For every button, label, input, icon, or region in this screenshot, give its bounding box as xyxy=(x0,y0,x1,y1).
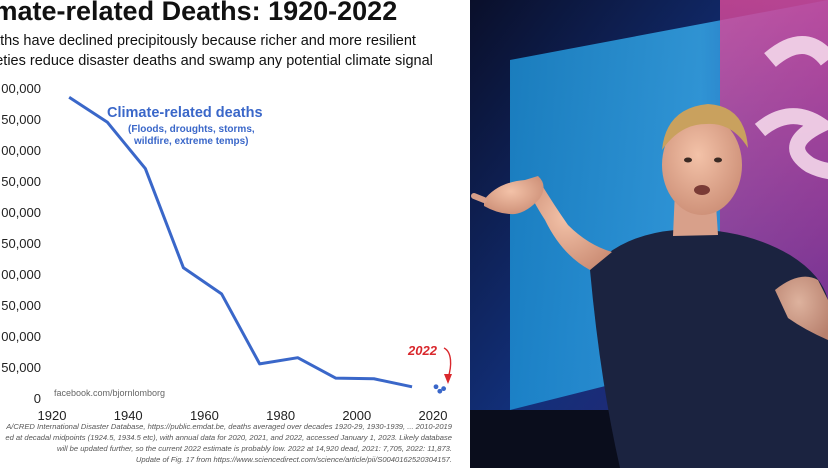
annual-data-point xyxy=(437,388,443,394)
chart-slide: imate-related Deaths: 1920-2022 aths hav… xyxy=(0,0,452,464)
y-tick-label: 50,000 xyxy=(1,298,41,313)
y-tick-label: 00,000 xyxy=(1,81,41,96)
x-tick-label: 2020 xyxy=(419,408,448,423)
y-tick-label: 00,000 xyxy=(1,143,41,158)
annual-data-point xyxy=(433,384,439,390)
y-tick-label: 50,000 xyxy=(1,174,41,189)
annotation-2022: 2022 xyxy=(407,343,438,358)
footnote-line-3: will be updated further, so the current … xyxy=(56,444,452,453)
y-tick-label: 50,000 xyxy=(1,360,41,375)
chart-subtitle-line-2: ieties reduce disaster deaths and swamp … xyxy=(0,53,433,69)
footnote-line-1: A/CRED International Disaster Database, … xyxy=(6,422,452,431)
annotation-arrowhead xyxy=(444,374,452,384)
series-note-line-1: (Floods, droughts, storms, xyxy=(128,124,255,135)
x-tick-label: 1960 xyxy=(190,408,219,423)
y-tick-label: 00,000 xyxy=(1,205,41,220)
y-tick-label: 0 xyxy=(34,391,41,406)
annotation-arrow xyxy=(443,347,452,379)
series-note-line-2: wildfire, extreme temps) xyxy=(133,136,248,147)
annual-data-point xyxy=(441,386,447,392)
series-line-climate-deaths xyxy=(68,96,413,389)
x-tick-label: 1920 xyxy=(38,408,67,423)
credit-text: facebook.com/bjornlomborg xyxy=(54,388,165,398)
series-label: Climate-related deaths xyxy=(107,105,263,121)
y-tick-label: 50,000 xyxy=(1,236,41,251)
chart-subtitle-line-1: aths have declined precipitously because… xyxy=(0,33,416,49)
chart-title: imate-related Deaths: 1920-2022 xyxy=(0,0,398,26)
y-tick-label: 00,000 xyxy=(1,267,41,282)
x-tick-label: 1980 xyxy=(266,408,295,423)
x-tick-label: 1940 xyxy=(114,408,143,423)
footnote-line-2: ed at decadal midpoints (1924.5, 1934.5 … xyxy=(5,433,452,442)
y-tick-label: 00,000 xyxy=(1,329,41,344)
footnote-line-4: Update of Fig. 17 from https://www.scien… xyxy=(135,455,452,464)
x-tick-label: 2000 xyxy=(342,408,371,423)
speaker-photo-illustration xyxy=(470,0,828,468)
y-tick-label: 50,000 xyxy=(1,112,41,127)
speaker-photo xyxy=(470,0,828,468)
line-chart: 0 50,000 00,000 50,000 00,000 50,000 00,000 50,… xyxy=(1,81,452,423)
